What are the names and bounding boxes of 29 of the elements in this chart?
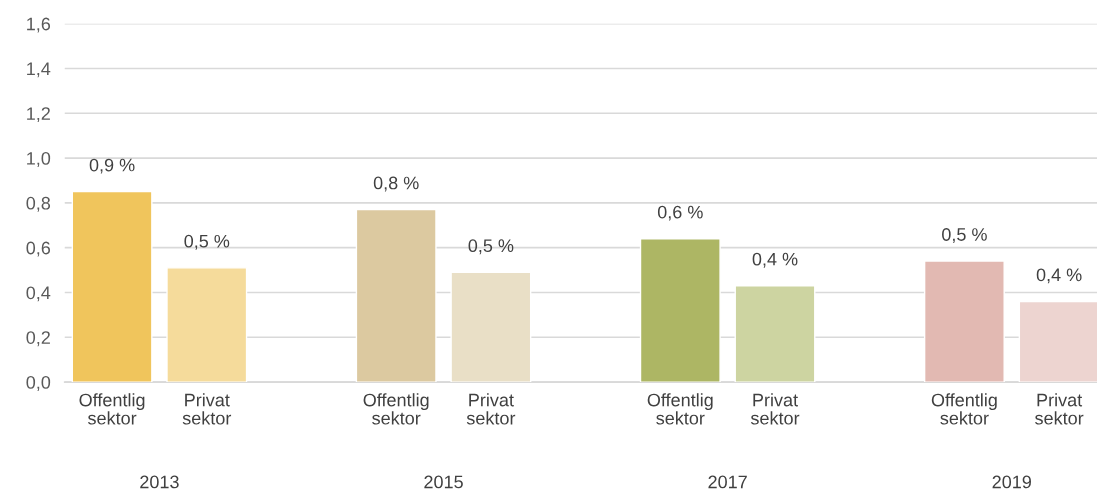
- text: 2017: [708, 475, 747, 489]
- x-tick-label: Privat sektor: [1035, 393, 1084, 425]
- y-tick-label: 1,4: [27, 62, 51, 78]
- y-tick-label: 1,6: [27, 17, 51, 33]
- text: 2019: [992, 475, 1031, 489]
- data-label: 0,4 %: [1036, 268, 1082, 284]
- data-label: 0,8 %: [373, 176, 419, 192]
- y-tick-label: 0,8: [26, 196, 51, 212]
- text: 2013: [140, 475, 179, 489]
- y-tick-label: 1,0: [27, 152, 51, 167]
- data-label: 0,5 %: [184, 234, 230, 250]
- x-tick-label: Offentlig sektor: [79, 393, 145, 425]
- y-tick-label: 0,4: [26, 286, 51, 302]
- y-tick-label: 0,0: [26, 376, 51, 391]
- data-label: 0,4 %: [752, 252, 798, 268]
- x-tick-label: Privat sektor: [182, 393, 232, 425]
- x-tick-label: Privat sektor: [750, 393, 800, 425]
- data-label: 0,6 %: [657, 205, 703, 221]
- text: 2015: [424, 475, 463, 489]
- data-label: 0,5 %: [942, 228, 987, 244]
- x-tick-label: Offentlig sektor: [647, 393, 713, 425]
- x-tick-label: Privat sektor: [466, 393, 516, 425]
- x-tick-label: Offentlig sektor: [931, 393, 997, 425]
- y-tick-label: 0,6: [26, 241, 51, 257]
- data-label: 0,5 %: [468, 239, 514, 255]
- y-tick-label: 1,2: [27, 107, 50, 123]
- y-tick-label: 0,2: [26, 331, 50, 347]
- data-label: 0,9 %: [89, 158, 135, 174]
- x-tick-label: Offentlig sektor: [363, 393, 429, 425]
